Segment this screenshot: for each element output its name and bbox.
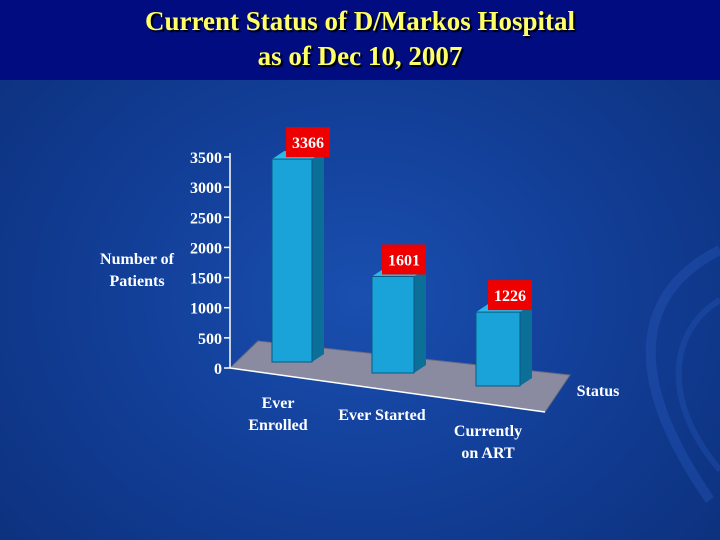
y-tick-label: 3500 bbox=[190, 150, 222, 167]
y-axis-label: Number of bbox=[100, 251, 175, 268]
y-axis-label: Patients bbox=[109, 273, 164, 290]
y-tick-label: 2000 bbox=[190, 240, 222, 257]
y-tick-label: 500 bbox=[198, 331, 222, 348]
bar bbox=[371, 275, 415, 374]
data-label: 1601 bbox=[388, 252, 420, 269]
y-tick-label: 1500 bbox=[190, 271, 222, 288]
data-label: 3366 bbox=[292, 135, 324, 152]
bar-side bbox=[414, 268, 426, 373]
title-line-2: as of Dec 10, 2007 bbox=[257, 41, 463, 71]
y-tick-label: 0 bbox=[214, 361, 222, 378]
y-tick-label: 3000 bbox=[190, 180, 222, 197]
category-label: Currently bbox=[454, 423, 522, 440]
data-label-box bbox=[488, 280, 532, 311]
decorative-swirl bbox=[645, 245, 720, 503]
slide-title: Current Status of D/Markos Hospital as o… bbox=[0, 4, 720, 74]
data-label-box bbox=[286, 127, 330, 158]
bar-side bbox=[312, 151, 324, 362]
category-label: on ART bbox=[461, 445, 515, 462]
category-label: Ever Started bbox=[338, 407, 425, 424]
title-bar bbox=[0, 0, 720, 80]
data-label: 1226 bbox=[494, 288, 526, 305]
category-label: Enrolled bbox=[248, 417, 307, 434]
bar-side bbox=[520, 304, 532, 386]
x-axis-line bbox=[229, 367, 546, 413]
data-label-box bbox=[382, 244, 426, 275]
x-axis-label: Status bbox=[577, 383, 620, 400]
category-label: Ever bbox=[262, 395, 295, 412]
y-tick-label: 1000 bbox=[190, 301, 222, 318]
bar bbox=[475, 311, 521, 387]
bar bbox=[271, 158, 313, 363]
y-tick-label: 2500 bbox=[190, 210, 222, 227]
title-line-1: Current Status of D/Markos Hospital bbox=[144, 6, 575, 36]
